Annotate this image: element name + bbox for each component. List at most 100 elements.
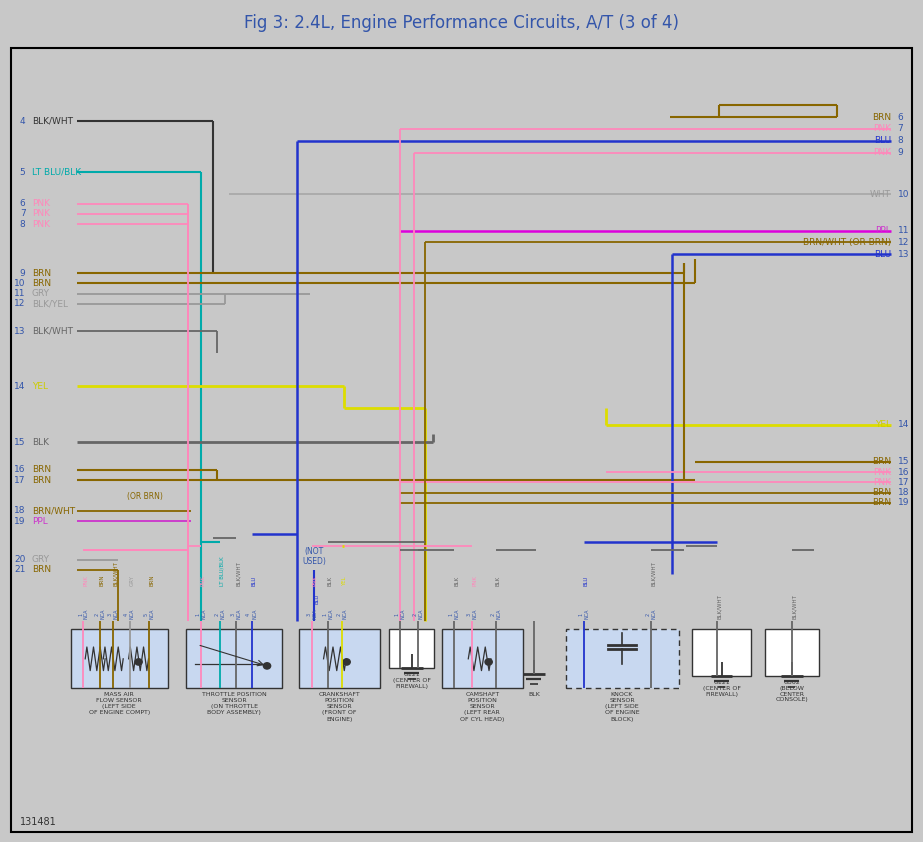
Text: BRN: BRN bbox=[872, 488, 891, 497]
Text: CRANKSHAFT
POSITION
SENSOR
(FRONT OF
ENGINE): CRANKSHAFT POSITION SENSOR (FRONT OF ENG… bbox=[318, 692, 360, 722]
Text: 2
NCA: 2 NCA bbox=[413, 609, 424, 620]
Bar bbox=[441, 629, 523, 688]
Text: PNK: PNK bbox=[31, 200, 50, 208]
Text: 3
NCA: 3 NCA bbox=[108, 609, 119, 620]
Text: BRN/WHT (OR BRN): BRN/WHT (OR BRN) bbox=[803, 237, 891, 247]
Text: CAMSHAFT
POSITION
SENSOR
(LEFT REAR
OF CYL HEAD): CAMSHAFT POSITION SENSOR (LEFT REAR OF C… bbox=[461, 692, 505, 722]
Bar bbox=[566, 629, 678, 688]
Text: BRN: BRN bbox=[31, 269, 51, 278]
Text: BLK/WHT: BLK/WHT bbox=[31, 116, 73, 125]
Text: (OR BRN): (OR BRN) bbox=[126, 493, 162, 501]
Text: 9: 9 bbox=[19, 269, 26, 278]
Text: 19: 19 bbox=[897, 498, 909, 508]
Text: 12: 12 bbox=[897, 237, 909, 247]
Text: 13: 13 bbox=[14, 327, 26, 336]
Text: PPL: PPL bbox=[31, 516, 48, 525]
Text: 8: 8 bbox=[897, 136, 904, 146]
Text: 2
NCA: 2 NCA bbox=[490, 609, 501, 620]
Text: 2
NCA: 2 NCA bbox=[337, 609, 347, 620]
Text: PNK: PNK bbox=[312, 575, 318, 585]
Text: 2
NCA: 2 NCA bbox=[94, 609, 105, 620]
Text: 21: 21 bbox=[14, 565, 26, 574]
Text: BRN: BRN bbox=[150, 574, 154, 585]
Text: 11: 11 bbox=[14, 289, 26, 298]
Text: BRN: BRN bbox=[31, 476, 51, 485]
Bar bbox=[390, 629, 435, 669]
Text: 19: 19 bbox=[14, 516, 26, 525]
Bar bbox=[764, 629, 819, 676]
Text: YEL: YEL bbox=[342, 576, 347, 585]
Text: (NOT
USED): (NOT USED) bbox=[302, 546, 326, 566]
Text: 15: 15 bbox=[14, 438, 26, 447]
Text: 2
NCA: 2 NCA bbox=[214, 609, 225, 620]
Text: BLK/WHT: BLK/WHT bbox=[792, 594, 797, 620]
Text: 10: 10 bbox=[897, 189, 909, 199]
Circle shape bbox=[263, 663, 270, 669]
Text: 17: 17 bbox=[14, 476, 26, 485]
Text: BLK: BLK bbox=[528, 692, 540, 697]
Text: PNK: PNK bbox=[873, 478, 891, 487]
Bar bbox=[692, 629, 751, 676]
Text: BLU: BLU bbox=[874, 136, 891, 146]
Text: 8: 8 bbox=[19, 220, 26, 229]
Text: PNK: PNK bbox=[873, 467, 891, 477]
Text: YEL: YEL bbox=[31, 382, 48, 391]
Text: 11: 11 bbox=[897, 226, 909, 235]
Text: Fig 3: 2.4L, Engine Performance Circuits, A/T (3 of 4): Fig 3: 2.4L, Engine Performance Circuits… bbox=[244, 14, 679, 32]
Text: BLK/WHT: BLK/WHT bbox=[716, 594, 722, 620]
Bar bbox=[186, 629, 282, 688]
Text: 3
NCA: 3 NCA bbox=[231, 609, 242, 620]
Bar bbox=[71, 629, 167, 688]
Text: G121
(CENTER OF
FIREWALL): G121 (CENTER OF FIREWALL) bbox=[393, 672, 431, 689]
Text: BRN: BRN bbox=[872, 457, 891, 466]
Text: BLK: BLK bbox=[496, 575, 501, 585]
Text: 12: 12 bbox=[14, 299, 26, 308]
Text: 5: 5 bbox=[19, 168, 26, 177]
Text: 16: 16 bbox=[14, 466, 26, 474]
Text: 15: 15 bbox=[897, 457, 909, 466]
Text: PNK: PNK bbox=[83, 575, 89, 585]
Text: 10: 10 bbox=[14, 279, 26, 288]
Text: LT BLU/BLK: LT BLU/BLK bbox=[31, 168, 81, 177]
Text: GRY: GRY bbox=[31, 289, 50, 298]
Circle shape bbox=[343, 658, 350, 665]
Text: PPL: PPL bbox=[875, 226, 891, 235]
Text: 1
NCA: 1 NCA bbox=[78, 609, 89, 620]
Text: 16: 16 bbox=[897, 467, 909, 477]
Text: BLU: BLU bbox=[583, 575, 589, 585]
Text: BRN: BRN bbox=[872, 498, 891, 508]
Text: KNOCK
SENSOR
(LEFT SIDE
OF ENGINE
BLOCK): KNOCK SENSOR (LEFT SIDE OF ENGINE BLOCK) bbox=[605, 692, 640, 722]
Text: 7: 7 bbox=[19, 210, 26, 218]
Text: BRN: BRN bbox=[100, 574, 104, 585]
Text: BLU: BLU bbox=[252, 575, 257, 585]
Text: 20: 20 bbox=[14, 555, 26, 564]
Text: BRN: BRN bbox=[31, 279, 51, 288]
Text: PNK: PNK bbox=[31, 210, 50, 218]
Text: 4
NCA: 4 NCA bbox=[124, 609, 135, 620]
Text: BRN: BRN bbox=[872, 113, 891, 121]
Text: 9: 9 bbox=[897, 148, 904, 157]
Bar bbox=[299, 629, 380, 688]
Text: 4: 4 bbox=[20, 116, 26, 125]
Text: 131481: 131481 bbox=[20, 818, 57, 828]
Text: 6: 6 bbox=[19, 200, 26, 208]
Text: BLU: BLU bbox=[314, 594, 319, 604]
Text: 18: 18 bbox=[897, 488, 909, 497]
Text: 14: 14 bbox=[897, 420, 909, 429]
Circle shape bbox=[135, 658, 142, 665]
Text: 1
NCA: 1 NCA bbox=[395, 609, 405, 620]
Text: THROTTLE POSITION
SENSOR
(ON THROTTLE
BODY ASSEMBLY): THROTTLE POSITION SENSOR (ON THROTTLE BO… bbox=[201, 692, 267, 716]
Text: BLK: BLK bbox=[31, 438, 49, 447]
Text: BLK/YEL: BLK/YEL bbox=[31, 299, 68, 308]
Text: PNK: PNK bbox=[201, 575, 206, 585]
Text: 14: 14 bbox=[14, 382, 26, 391]
Text: GRY: GRY bbox=[129, 575, 135, 585]
Text: PNK: PNK bbox=[873, 125, 891, 134]
Text: G121
(CENTER OF
FIREWALL): G121 (CENTER OF FIREWALL) bbox=[702, 680, 740, 696]
Text: BLK/WHT: BLK/WHT bbox=[236, 561, 241, 585]
Text: BRN/WHT: BRN/WHT bbox=[31, 506, 75, 515]
Text: BLK: BLK bbox=[454, 575, 460, 585]
Text: 7: 7 bbox=[897, 125, 904, 134]
Text: 13: 13 bbox=[897, 249, 909, 258]
Text: BLU: BLU bbox=[874, 249, 891, 258]
